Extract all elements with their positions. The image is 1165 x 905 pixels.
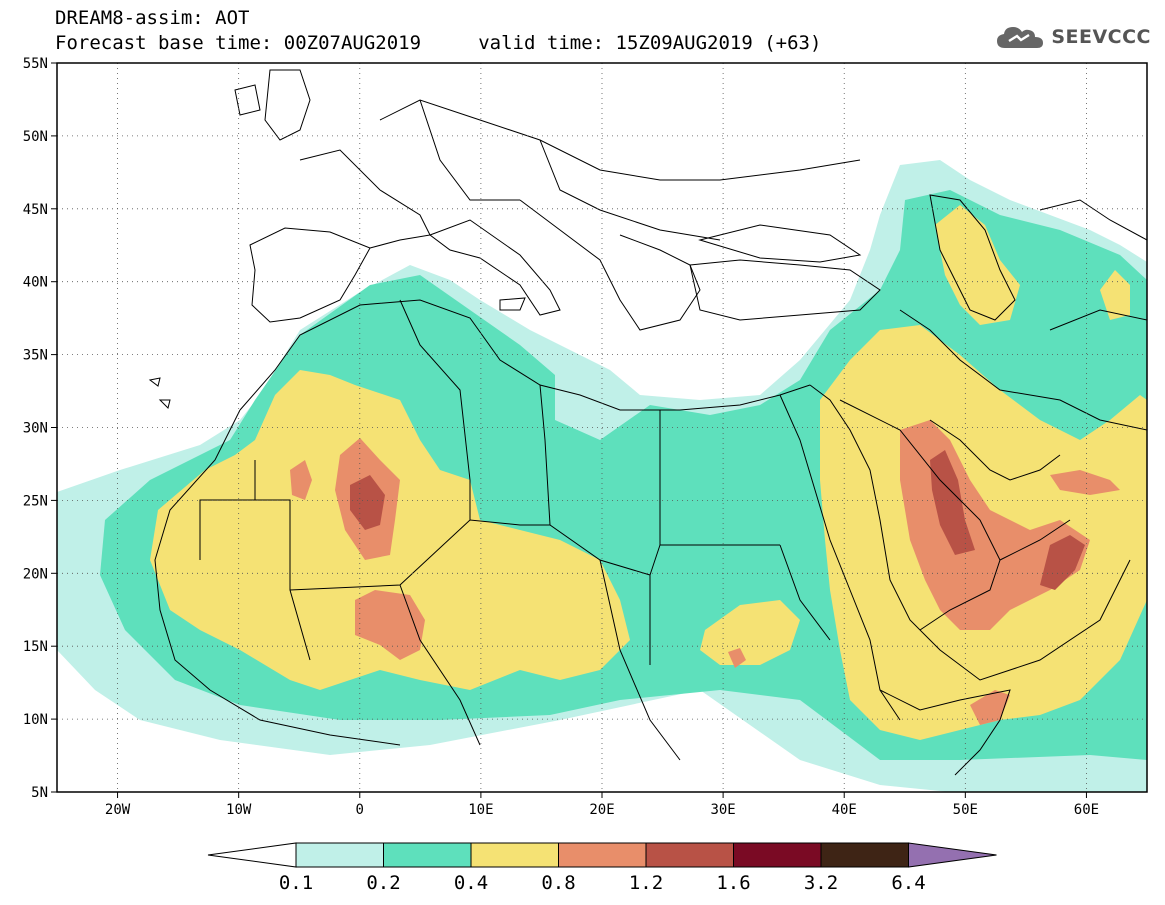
colorbar-label: 1.2 xyxy=(629,872,663,894)
shade-level-0.8-somalia xyxy=(970,690,1010,725)
colorbar-label: 0.4 xyxy=(454,872,488,894)
map-title: DREAM8-assim: AOT xyxy=(55,7,250,29)
logo-text: SEEVCCC xyxy=(1051,26,1151,48)
lat-label: 55N xyxy=(23,56,48,72)
colorbar: 0.1 0.2 0.4 0.8 1.2 1.6 3.2 6.4 xyxy=(207,842,997,894)
shade-level-1.2-oman xyxy=(1040,535,1085,590)
lon-label: 0 xyxy=(356,802,364,818)
shade-level-1.2-algeria xyxy=(350,475,385,530)
colorbar-segment xyxy=(645,842,734,868)
colorbar-segment xyxy=(295,842,384,868)
lon-labels: 20W 10W 0 10E 20E 30E 40E 50E 60E xyxy=(105,792,1099,818)
map-subtitle: Forecast base time: 00Z07AUG2019 valid t… xyxy=(55,32,822,54)
shade-level-0.4-westsahara xyxy=(150,370,630,690)
colorbar-label: 3.2 xyxy=(804,872,838,894)
shade-level-0.1 xyxy=(57,160,1147,792)
seevccc-logo: SEEVCCC xyxy=(995,24,1151,50)
shade-level-0.2 xyxy=(100,190,1147,760)
lon-label: 30E xyxy=(710,802,735,818)
lon-label: 10W xyxy=(226,802,252,818)
aot-shading xyxy=(57,160,1147,792)
lon-label: 60E xyxy=(1074,802,1099,818)
cloud-logo-icon xyxy=(997,27,1044,48)
shade-level-1.2-arabia xyxy=(930,450,975,555)
colorbar-segment xyxy=(558,842,647,868)
colorbar-segment xyxy=(820,842,909,868)
lat-label: 35N xyxy=(23,348,48,364)
lat-labels: 55N 50N 45N 40N 35N 30N 25N 20N 15N 10N 5N xyxy=(23,56,57,801)
lat-label: 45N xyxy=(23,202,48,218)
lat-label: 15N xyxy=(23,639,48,655)
shade-level-0.8-arabia xyxy=(900,420,1090,630)
grid-lines xyxy=(57,63,1147,792)
lon-label: 20E xyxy=(589,802,614,818)
lat-label: 5N xyxy=(31,785,48,801)
lon-label: 40E xyxy=(832,802,857,818)
shade-level-0.8-sudan xyxy=(728,648,746,668)
shade-level-0.8-algeria xyxy=(335,438,400,560)
colorbar-label: 0.1 xyxy=(279,872,313,894)
colorbar-segment xyxy=(383,842,472,868)
shade-level-0.4-caspian xyxy=(935,205,1020,325)
lat-label: 40N xyxy=(23,275,48,291)
lon-label: 20W xyxy=(105,802,131,818)
shade-level-0.8-uae xyxy=(1050,470,1120,495)
lat-label: 10N xyxy=(23,712,48,728)
shade-level-0.8-mali xyxy=(355,590,425,660)
lat-label: 30N xyxy=(23,421,48,437)
shade-level-0.4-sudan xyxy=(700,600,800,665)
colorbar-label: 0.8 xyxy=(541,872,575,894)
lat-label: 25N xyxy=(23,493,48,509)
lon-label: 10E xyxy=(468,802,493,818)
lat-label: 20N xyxy=(23,566,48,582)
colorbar-low-extend xyxy=(207,842,297,868)
lon-label: 50E xyxy=(953,802,978,818)
colorbar-label: 6.4 xyxy=(891,872,925,894)
colorbar-segment xyxy=(470,842,559,868)
coastlines xyxy=(148,69,1147,776)
shade-level-0.4-turkmen xyxy=(1100,270,1130,320)
colorbar-label: 1.6 xyxy=(716,872,750,894)
colorbar-label: 0.2 xyxy=(366,872,400,894)
map-frame xyxy=(56,62,1148,793)
colorbar-segment xyxy=(733,842,822,868)
colorbar-high-extend xyxy=(908,842,997,868)
shade-level-0.4-arabia xyxy=(820,325,1147,740)
lat-label: 50N xyxy=(23,129,48,145)
shade-level-0.8-mauritania xyxy=(290,460,312,500)
